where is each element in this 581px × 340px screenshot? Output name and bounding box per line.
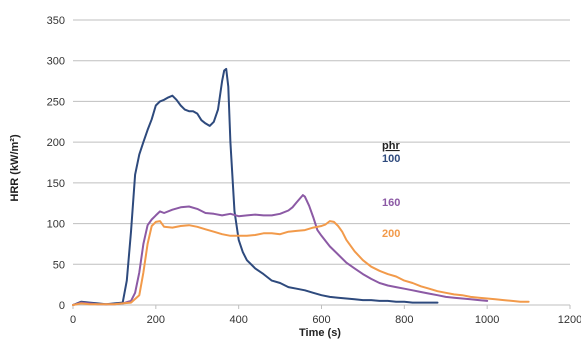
legend-entry-200: 200 [382,228,400,240]
legend-title: phr [382,140,400,152]
y-axis-ticks: 0 50 100 150 200 250 300 350 [47,15,65,312]
x-tick-label: 1000 [475,314,499,326]
x-tick-label: 200 [147,314,165,326]
series-line-200 [72,220,530,306]
gridlines [73,19,570,306]
y-tick-label: 350 [47,15,65,27]
x-tick-label: 600 [312,314,330,326]
x-axis-title: Time (s) [299,327,341,339]
series-lines [72,67,530,306]
x-axis-ticks: 0 200 400 600 800 1000 1200 [70,305,581,326]
y-axis-title: HRR (kW/m²) [9,134,21,202]
y-tick-label: 0 [59,300,65,312]
y-tick-label: 50 [53,259,65,271]
x-tick-label: 0 [70,314,76,326]
series-line-160 [72,194,489,306]
legend: phr 100 160 200 [382,140,400,240]
x-tick-label: 1200 [558,314,581,326]
y-tick-label: 250 [47,96,65,108]
legend-entry-160: 160 [382,197,400,209]
legend-entry-100: 100 [382,153,400,165]
x-tick-label: 800 [395,314,413,326]
y-tick-label: 200 [47,137,65,149]
series-line-100 [72,67,439,306]
y-tick-label: 100 [47,219,65,231]
y-tick-label: 150 [47,178,65,190]
x-tick-label: 400 [229,314,247,326]
y-tick-label: 300 [47,56,65,68]
